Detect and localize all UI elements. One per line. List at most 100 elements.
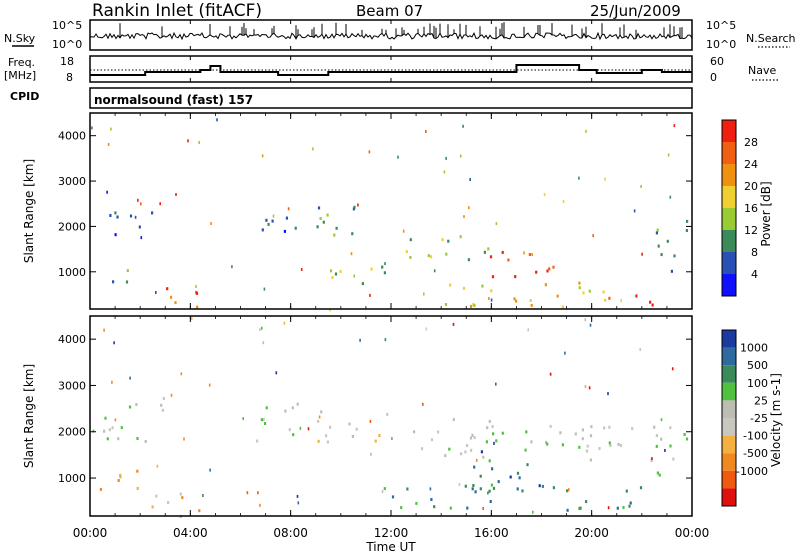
data-cell xyxy=(144,440,147,443)
data-cell xyxy=(585,129,587,133)
power-colorbar-tick-label: 16 xyxy=(744,202,758,215)
x-tick-label: 04:00 xyxy=(173,526,208,540)
data-cell xyxy=(136,437,139,440)
data-cell xyxy=(265,218,268,222)
freq-label-2: [MHz] xyxy=(4,69,36,82)
velocity-panel: Slant Range [km] 1000 2000 3000 4000 1000 50… xyxy=(22,315,783,518)
data-cell xyxy=(155,291,157,294)
data-cell xyxy=(535,270,538,274)
data-cell xyxy=(413,430,416,434)
power-colorbar-swatch xyxy=(722,164,736,186)
data-cell xyxy=(524,448,527,452)
data-cell xyxy=(283,321,286,325)
data-cell xyxy=(685,229,688,232)
data-cell xyxy=(166,287,169,291)
data-cell xyxy=(671,367,674,371)
data-cell xyxy=(136,469,139,473)
data-cell xyxy=(490,483,493,487)
data-cell xyxy=(598,447,601,450)
noise-sky-spikes xyxy=(119,22,693,39)
data-cell xyxy=(452,322,455,326)
data-cell xyxy=(529,299,532,302)
velocity-y-ticks: 1000 2000 3000 4000 xyxy=(58,333,692,485)
data-cell xyxy=(660,253,663,257)
data-cell xyxy=(117,437,120,441)
data-cell xyxy=(608,441,611,445)
freq-right-tick-low: 0 xyxy=(710,71,717,84)
data-cell xyxy=(685,437,689,441)
data-cell xyxy=(368,150,371,154)
data-cell xyxy=(609,444,612,448)
data-cell xyxy=(113,341,115,345)
data-cell xyxy=(602,290,605,294)
y-tick-label: 2000 xyxy=(58,426,86,439)
data-cell xyxy=(463,215,465,219)
data-cell xyxy=(326,440,329,444)
data-cell xyxy=(326,213,329,217)
data-cell xyxy=(329,425,332,429)
power-colorbar-swatch xyxy=(722,274,736,296)
data-cell xyxy=(112,280,115,284)
data-cell xyxy=(523,251,525,255)
data-cell xyxy=(318,415,321,419)
data-cell xyxy=(489,255,493,259)
data-cell xyxy=(317,439,320,443)
velocity-colorbar-tick-label: -1000 xyxy=(736,465,768,478)
data-cell xyxy=(633,209,636,213)
data-cell xyxy=(430,438,434,442)
data-cell xyxy=(357,203,359,207)
data-cell xyxy=(546,269,549,273)
velocity-colorbar-swatch xyxy=(722,382,736,401)
data-cell xyxy=(488,419,491,423)
data-cell xyxy=(159,202,161,206)
x-tick-label: 00:00 xyxy=(73,526,108,540)
freq-left-tick-high: 18 xyxy=(60,55,74,68)
data-cell xyxy=(420,447,424,451)
data-cell xyxy=(585,500,588,504)
data-cell xyxy=(415,501,418,505)
data-cell xyxy=(405,250,408,254)
data-cell xyxy=(487,491,489,495)
data-cell xyxy=(449,506,452,510)
velocity-colorbar-tick-label: -500 xyxy=(743,447,768,460)
data-cell xyxy=(664,449,666,452)
data-cell xyxy=(433,505,436,509)
data-cell xyxy=(639,348,641,351)
velocity-colorbar-swatch xyxy=(722,330,736,348)
data-cell xyxy=(473,436,476,440)
data-cell xyxy=(437,430,440,434)
data-cell xyxy=(285,216,288,220)
data-cell xyxy=(604,177,606,181)
data-cell xyxy=(353,205,356,209)
data-cell xyxy=(468,206,470,210)
data-cell xyxy=(487,247,490,251)
data-cell xyxy=(359,338,361,342)
data-cell xyxy=(174,301,177,305)
data-cell xyxy=(603,426,606,430)
data-cell xyxy=(263,287,266,291)
data-cell xyxy=(339,270,342,273)
data-cell xyxy=(514,275,517,279)
noise-search-label: N.Search xyxy=(746,32,796,45)
data-cell xyxy=(99,487,102,491)
data-cell xyxy=(620,299,622,303)
data-cell xyxy=(335,226,338,230)
noise-right-tick-high: 10^5 xyxy=(706,19,736,32)
data-cell xyxy=(370,452,372,456)
data-cell xyxy=(216,118,218,122)
data-cell xyxy=(445,156,447,160)
data-cell xyxy=(107,143,110,146)
data-cell xyxy=(548,267,551,271)
data-cell xyxy=(543,193,546,197)
data-cell xyxy=(483,250,486,254)
data-cell xyxy=(489,500,492,503)
data-cell xyxy=(608,425,611,429)
data-cell xyxy=(381,265,384,269)
data-cell xyxy=(317,419,320,423)
data-cell xyxy=(351,232,354,236)
data-cell xyxy=(578,281,581,285)
data-cell xyxy=(447,239,450,243)
data-cell xyxy=(445,252,448,256)
power-ylabel: Slant Range [km] xyxy=(22,159,36,263)
power-colorbar-swatch xyxy=(722,230,736,252)
